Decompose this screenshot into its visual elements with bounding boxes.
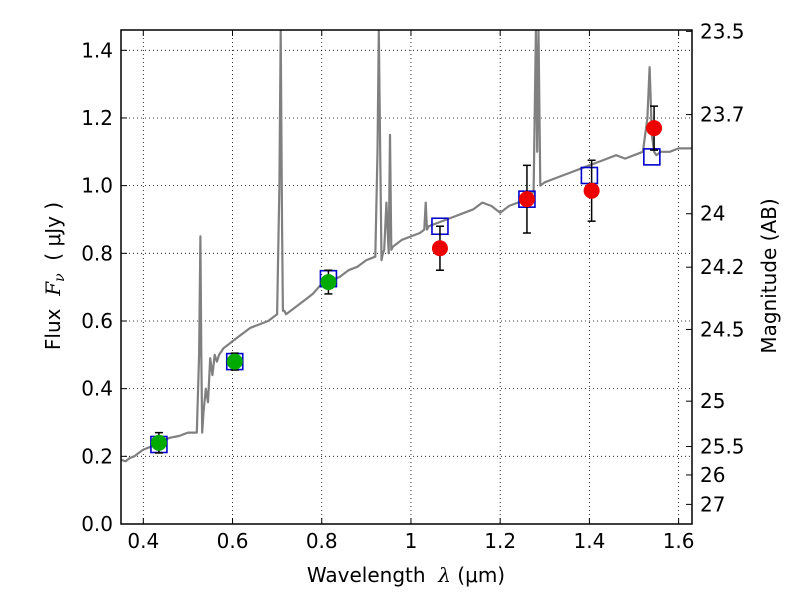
tick-labels: 0.4 0.6 0.8 1 1.2 1.4 1.6 0.0 0.2 0.4 0.6 0.8 1.0 1.2… — [81, 19, 744, 553]
mag-tick-label: 25 — [700, 389, 725, 413]
mag-tick-label: 27 — [700, 492, 725, 516]
grid-lines — [121, 30, 692, 525]
hst_photometry-point — [583, 182, 600, 199]
y-tick-label: 0.4 — [81, 377, 113, 401]
bandpass-square-marker — [643, 148, 661, 166]
mag-tick-label: 26 — [700, 463, 725, 487]
hst_photometry-point — [646, 120, 663, 137]
mag-tick-label: 24 — [700, 202, 725, 226]
y-tick-label: 0.2 — [81, 444, 113, 468]
model-sed-line — [121, 30, 692, 463]
hst_photometry-point — [518, 191, 535, 208]
y-axis-label-prefix: Flux — [41, 296, 65, 350]
plot-frame — [120, 29, 693, 525]
y-axis-label-sub: ν — [52, 273, 68, 282]
x-tick-label: 1 — [405, 529, 418, 553]
x-tick-label: 1.2 — [484, 529, 516, 553]
y-tick-label: 1.2 — [81, 106, 113, 130]
y-axis-label-math: F — [41, 281, 65, 297]
ground_photometry-point — [226, 353, 243, 370]
y-tick-label: 0.0 — [81, 512, 113, 536]
x-tick-label: 1.4 — [573, 529, 605, 553]
mag-tick-label: 23.5 — [700, 19, 745, 43]
x-tick-label: 1.6 — [663, 529, 695, 553]
mag-tick-label: 23.7 — [700, 103, 745, 127]
ground_photometry-point — [320, 274, 337, 291]
y-tick-label: 1.4 — [81, 38, 113, 62]
ground_photometry-point — [150, 434, 167, 451]
hst_photometry-point — [431, 240, 448, 257]
y-tick-label: 0.8 — [81, 241, 113, 265]
x-axis-label: Wavelength λ (μm) — [307, 563, 505, 587]
y-tick-label: 1.0 — [81, 174, 113, 198]
x-tick-label: 0.4 — [127, 529, 159, 553]
mag-tick-label: 24.5 — [700, 317, 745, 341]
x-axis-label-suffix: (μm) — [451, 563, 505, 587]
x-tick-label: 0.6 — [217, 529, 249, 553]
y-axis-label-suffix: ( μJy ) — [41, 202, 65, 274]
y2-axis-label: Magnitude (AB) — [757, 198, 781, 353]
x-axis-label-math: λ — [437, 563, 451, 587]
tick-marks — [121, 30, 692, 525]
mag-tick-label: 25.5 — [700, 435, 745, 459]
x-tick-label: 0.8 — [306, 529, 338, 553]
series-layer — [121, 30, 692, 463]
mag-tick-label: 24.2 — [700, 255, 745, 279]
x-axis-label-prefix: Wavelength — [307, 563, 438, 587]
y-tick-label: 0.6 — [81, 309, 113, 333]
bandpass-square-marker — [580, 166, 599, 185]
y-axis-label: Flux Fν ( μJy ) — [41, 202, 68, 350]
